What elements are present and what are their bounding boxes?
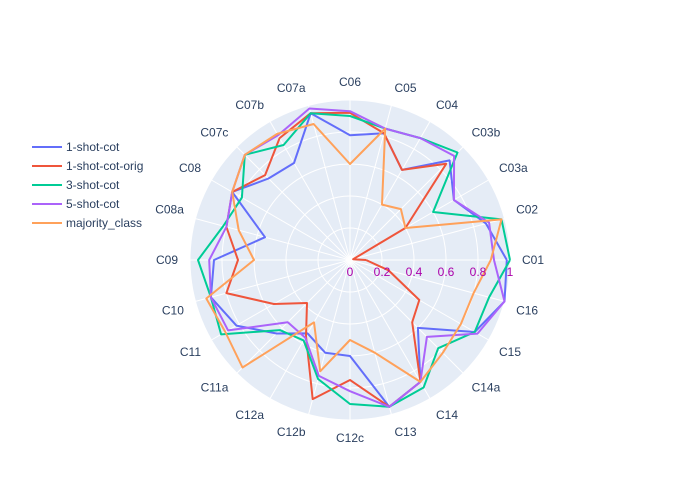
angular-tick-label: C11 bbox=[180, 345, 201, 359]
radial-tick-label: 0.6 bbox=[438, 265, 455, 279]
angular-tick-label: C12c bbox=[336, 431, 364, 445]
grid-spoke bbox=[349, 259, 505, 302]
angular-tick-label: C05 bbox=[395, 81, 417, 95]
radial-tick-label: 0 bbox=[347, 265, 354, 279]
angular-tick-label: C03b bbox=[472, 125, 501, 139]
angular-tick-label: C09 bbox=[156, 253, 178, 267]
angular-tick-label: C07a bbox=[277, 81, 306, 95]
radial-tick-label: 1 bbox=[507, 265, 514, 279]
angular-tick-label: C12b bbox=[277, 425, 306, 439]
grid-spoke bbox=[349, 218, 505, 261]
grid-spoke bbox=[195, 259, 351, 302]
grid-spoke bbox=[308, 259, 351, 415]
legend-label-5-shot-cot: 5-shot-cot bbox=[66, 197, 120, 211]
grid-spoke bbox=[211, 179, 351, 261]
angular-tick-label: C08 bbox=[179, 161, 201, 175]
angular-tick-label: C16 bbox=[516, 304, 538, 318]
angular-tick-label: C11a bbox=[201, 381, 229, 395]
angular-tick-label: C14 bbox=[436, 408, 458, 422]
angular-tick-label: C06 bbox=[339, 75, 361, 89]
legend-label-majority-class: majority_class bbox=[66, 216, 142, 230]
grid-spoke bbox=[211, 259, 351, 341]
legend-label-1-shot-cot: 1-shot-cot bbox=[66, 140, 120, 154]
grid-spoke bbox=[349, 259, 392, 415]
angular-tick-label: C14a bbox=[472, 381, 501, 395]
grid-spoke bbox=[236, 259, 351, 374]
angular-tick-label: C12a bbox=[235, 408, 264, 422]
radial-axis-labels: 0 0.2 0.4 0.6 0.8 1 bbox=[347, 265, 514, 279]
grid-spoke bbox=[308, 105, 351, 261]
angular-tick-label: C01 bbox=[522, 253, 544, 267]
grid-spoke bbox=[236, 146, 351, 261]
angular-tick-label: C04 bbox=[436, 98, 458, 112]
grid-spoke bbox=[349, 121, 431, 261]
angular-tick-label: C02 bbox=[516, 203, 538, 217]
angular-axis-labels: C01 C02 C03a C03b C04 C05 C06 C07a C07b C07c C08 C0… bbox=[155, 75, 544, 445]
grid-spoke bbox=[349, 259, 431, 399]
angular-tick-label: C08a bbox=[155, 203, 184, 217]
radial-tick-label: 0.4 bbox=[406, 265, 423, 279]
radial-tick-label: 0.2 bbox=[374, 265, 391, 279]
angular-tick-label: C03a bbox=[499, 161, 528, 175]
angular-tick-label: C07c bbox=[200, 125, 228, 139]
radial-tick-label: 0.8 bbox=[470, 265, 487, 279]
angular-tick-label: C13 bbox=[395, 425, 417, 439]
legend: 1-shot-cot 1-shot-cot-orig 3-shot-cot 5-sho… bbox=[32, 140, 143, 230]
legend-label-3-shot-cot: 3-shot-cot bbox=[66, 178, 120, 192]
angular-tick-label: C07b bbox=[235, 98, 264, 112]
grid-spoke bbox=[349, 259, 464, 374]
angular-tick-label: C15 bbox=[499, 345, 521, 359]
series-layer bbox=[197, 107, 511, 408]
legend-label-1-shot-cot-orig: 1-shot-cot-orig bbox=[66, 159, 143, 173]
angular-tick-label: C10 bbox=[162, 304, 184, 318]
grid-spoke bbox=[269, 259, 351, 399]
series-line-majority-class bbox=[205, 123, 503, 383]
grid-spoke bbox=[195, 218, 351, 261]
